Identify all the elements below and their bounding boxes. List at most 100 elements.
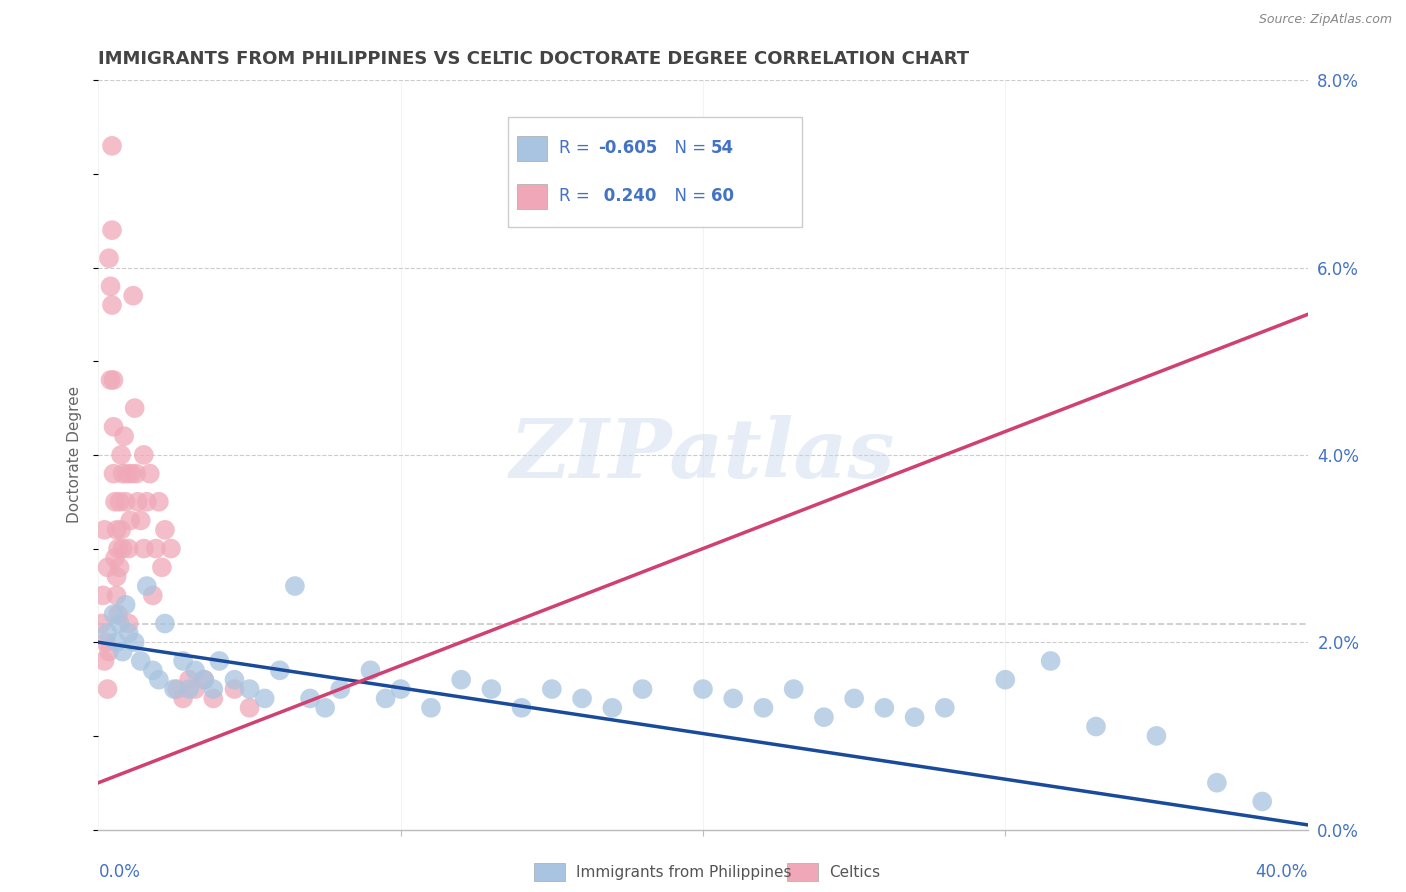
- Point: [723, 691, 745, 706]
- Point: [602, 701, 624, 715]
- Text: 60: 60: [710, 187, 734, 205]
- Text: R =: R =: [558, 139, 595, 157]
- Point: [135, 579, 157, 593]
- Point: [148, 494, 170, 508]
- Point: [184, 664, 207, 678]
- Point: [103, 607, 125, 622]
- Point: [934, 701, 956, 715]
- Point: [1085, 719, 1108, 733]
- Point: [314, 701, 336, 715]
- Point: [163, 682, 186, 697]
- Point: [104, 494, 127, 508]
- Point: [125, 467, 148, 481]
- Point: [100, 279, 122, 293]
- Point: [91, 589, 114, 603]
- Point: [224, 682, 246, 697]
- Text: IMMIGRANTS FROM PHILIPPINES VS CELTIC DOCTORATE DEGREE CORRELATION CHART: IMMIGRANTS FROM PHILIPPINES VS CELTIC DO…: [98, 50, 970, 68]
- Point: [121, 467, 143, 481]
- Point: [108, 616, 131, 631]
- Point: [374, 691, 396, 706]
- Point: [118, 626, 141, 640]
- Text: ZIPatlas: ZIPatlas: [510, 415, 896, 495]
- Point: [253, 691, 276, 706]
- Point: [329, 682, 352, 697]
- Text: Immigrants from Philippines: Immigrants from Philippines: [576, 865, 792, 880]
- Text: N =: N =: [664, 187, 711, 205]
- Point: [105, 523, 128, 537]
- Point: [224, 673, 246, 687]
- Point: [284, 579, 307, 593]
- Point: [93, 654, 115, 668]
- Text: N =: N =: [664, 139, 711, 157]
- Point: [98, 252, 121, 266]
- Point: [150, 560, 173, 574]
- Point: [193, 673, 215, 687]
- Point: [1206, 776, 1229, 790]
- Point: [105, 589, 128, 603]
- Point: [107, 541, 129, 556]
- Point: [420, 701, 443, 715]
- Point: [96, 626, 118, 640]
- Point: [129, 514, 152, 528]
- Text: -0.605: -0.605: [598, 139, 658, 157]
- Point: [193, 673, 215, 687]
- Point: [450, 673, 472, 687]
- Point: [172, 691, 194, 706]
- Point: [101, 138, 124, 153]
- Point: [100, 373, 122, 387]
- Point: [752, 701, 775, 715]
- Point: [101, 298, 124, 312]
- Text: R =: R =: [558, 187, 595, 205]
- Point: [98, 644, 121, 658]
- Point: [1146, 729, 1168, 743]
- Point: [904, 710, 927, 724]
- Point: [103, 420, 125, 434]
- Point: [103, 373, 125, 387]
- Point: [118, 541, 141, 556]
- Y-axis label: Doctorate Degree: Doctorate Degree: [67, 386, 83, 524]
- Point: [94, 635, 117, 649]
- Point: [114, 494, 136, 508]
- Point: [360, 664, 382, 678]
- Point: [994, 673, 1017, 687]
- Point: [96, 560, 118, 574]
- Point: [145, 541, 167, 556]
- Point: [269, 664, 291, 678]
- Point: [172, 654, 194, 668]
- Point: [139, 467, 162, 481]
- Point: [813, 710, 835, 724]
- Point: [124, 635, 146, 649]
- Point: [129, 654, 152, 668]
- Point: [104, 551, 127, 566]
- Point: [571, 691, 593, 706]
- Point: [111, 644, 134, 658]
- Point: [105, 635, 128, 649]
- Point: [112, 429, 135, 443]
- Point: [239, 701, 262, 715]
- Point: [299, 691, 322, 706]
- Point: [135, 494, 157, 508]
- Point: [153, 616, 176, 631]
- Point: [114, 598, 136, 612]
- Point: [107, 607, 129, 622]
- Point: [96, 682, 118, 697]
- Point: [166, 682, 188, 697]
- Point: [179, 673, 201, 687]
- Point: [1251, 795, 1274, 809]
- Point: [239, 682, 262, 697]
- Point: [132, 541, 155, 556]
- Point: [122, 289, 145, 303]
- Point: [160, 541, 183, 556]
- Point: [110, 523, 132, 537]
- Text: Celtics: Celtics: [830, 865, 880, 880]
- Point: [1039, 654, 1062, 668]
- Point: [873, 701, 896, 715]
- Point: [105, 570, 128, 584]
- Point: [148, 673, 170, 687]
- Point: [101, 223, 124, 237]
- Text: 0.0%: 0.0%: [98, 863, 141, 881]
- Point: [93, 523, 115, 537]
- Text: 0.240: 0.240: [598, 187, 657, 205]
- Point: [389, 682, 412, 697]
- Text: 54: 54: [710, 139, 734, 157]
